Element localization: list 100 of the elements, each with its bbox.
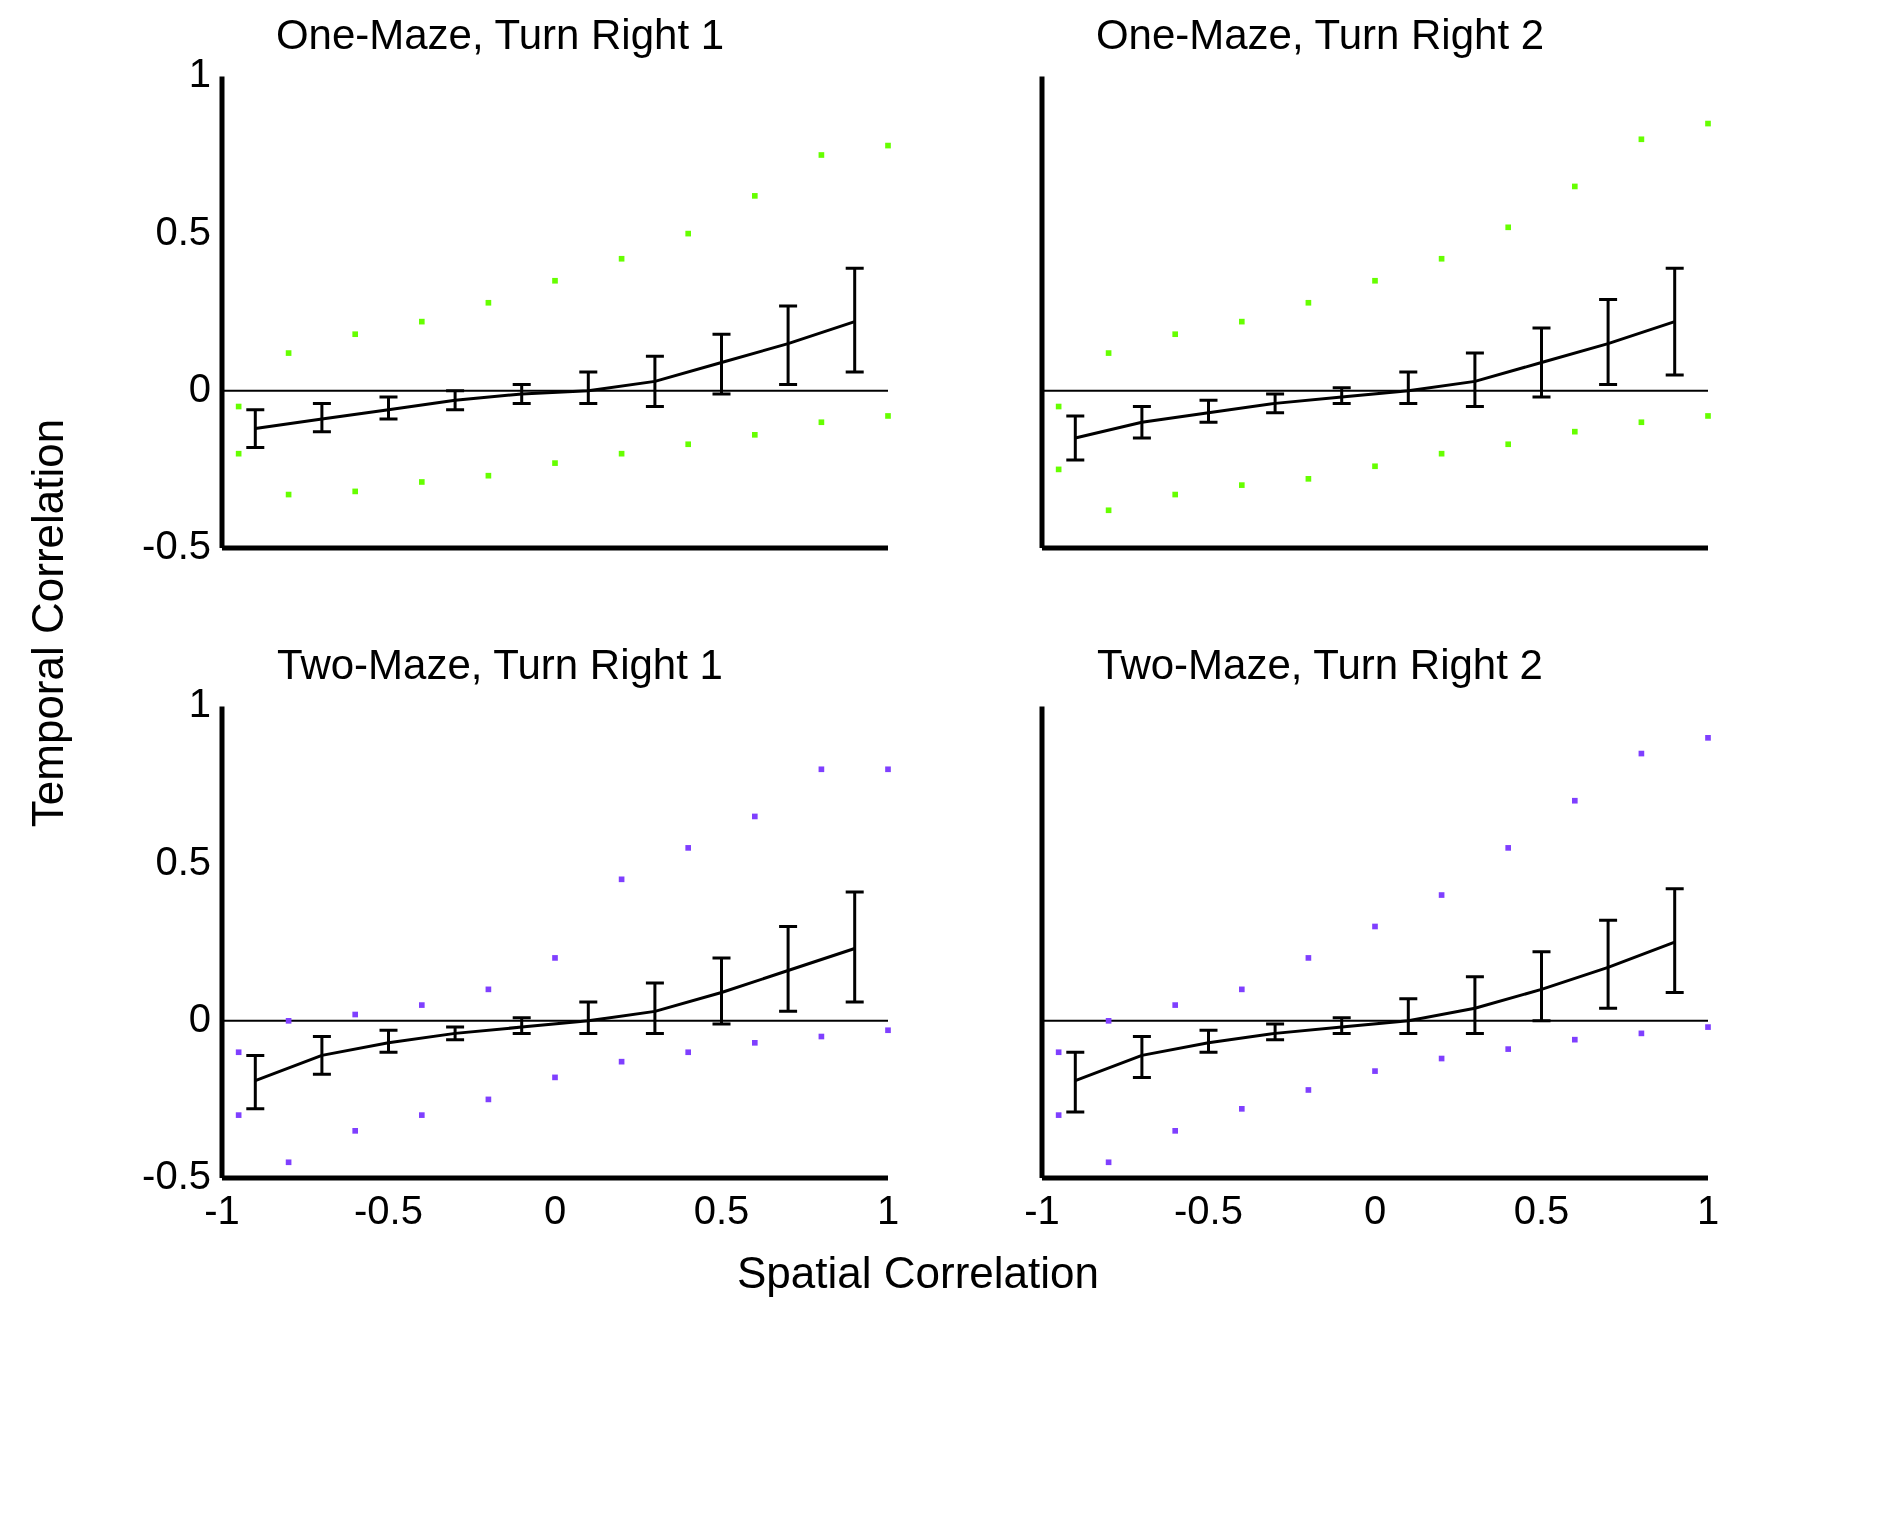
x-tick-label: -0.5 xyxy=(354,1188,423,1233)
point xyxy=(1505,441,1512,448)
point xyxy=(1638,136,1645,143)
point xyxy=(1172,1128,1179,1134)
point xyxy=(1238,986,1245,993)
point xyxy=(818,152,825,158)
chart-title: One-Maze, Turn Right 2 xyxy=(1095,10,1545,58)
point xyxy=(885,766,891,773)
x-tick-label: 1 xyxy=(1696,1188,1720,1233)
x-axis-title: Spatial Correlation xyxy=(737,1248,1099,1298)
point xyxy=(685,441,692,448)
chart-title: Two-Maze, Turn Right 1 xyxy=(277,640,723,688)
chart-title: Two-Maze, Turn Right 2 xyxy=(1097,640,1543,688)
point xyxy=(552,955,558,961)
point xyxy=(485,299,492,306)
y-tick-label: -0.5 xyxy=(142,523,211,568)
point xyxy=(885,413,891,419)
point xyxy=(1438,450,1445,457)
point xyxy=(1705,1024,1711,1030)
point xyxy=(418,1002,425,1008)
point xyxy=(885,1027,891,1034)
point xyxy=(1105,507,1112,514)
point xyxy=(418,1112,425,1118)
point xyxy=(1055,1112,1062,1118)
point xyxy=(1172,331,1179,338)
point xyxy=(1372,1068,1378,1074)
point xyxy=(1505,845,1512,851)
point xyxy=(1105,1017,1112,1024)
y-tick-label: 0.5 xyxy=(155,838,211,883)
point xyxy=(1305,955,1312,961)
point xyxy=(818,419,825,426)
point xyxy=(1105,350,1112,356)
point xyxy=(1571,428,1578,435)
point xyxy=(1372,463,1378,470)
y-tick-label: 0 xyxy=(188,995,211,1040)
y-axis-title: Temporal Correlation xyxy=(23,418,73,828)
point xyxy=(1372,923,1378,930)
point xyxy=(418,318,425,325)
point xyxy=(485,472,492,479)
chart-title: One-Maze, Turn Right 1 xyxy=(275,10,725,58)
point xyxy=(618,450,625,457)
y-tick-label: 0.5 xyxy=(155,208,211,253)
point xyxy=(552,277,558,284)
point xyxy=(1238,318,1245,325)
x-tick-label: 0.5 xyxy=(693,1188,750,1233)
point xyxy=(885,142,891,149)
point xyxy=(235,450,242,457)
point xyxy=(1705,413,1711,419)
x-tick-label: -0.5 xyxy=(1174,1188,1243,1233)
point xyxy=(235,1112,242,1118)
point xyxy=(685,230,692,237)
point xyxy=(618,1058,625,1065)
point xyxy=(1571,183,1578,190)
point xyxy=(352,488,359,495)
point xyxy=(1638,419,1645,426)
point xyxy=(418,479,425,485)
x-tick-label: -1 xyxy=(1024,1188,1060,1233)
point xyxy=(1705,735,1711,741)
point xyxy=(1238,482,1245,488)
point xyxy=(818,766,825,773)
x-tick-label: 0 xyxy=(543,1188,567,1233)
point xyxy=(352,331,359,338)
point xyxy=(235,1049,242,1056)
y-tick-label: 1 xyxy=(188,51,211,96)
point xyxy=(352,1011,359,1018)
point xyxy=(685,1049,692,1056)
point xyxy=(285,1017,292,1024)
x-tick-label: 0 xyxy=(1363,1188,1387,1233)
point xyxy=(1305,1087,1312,1093)
point xyxy=(1505,224,1512,231)
point xyxy=(552,460,558,466)
point xyxy=(1571,1036,1578,1043)
x-tick-label: 0.5 xyxy=(1513,1188,1570,1233)
point xyxy=(1172,1002,1179,1008)
y-tick-label: 0 xyxy=(188,365,211,410)
point xyxy=(751,193,758,199)
point xyxy=(618,255,625,262)
point xyxy=(352,1128,359,1134)
x-tick-label: 1 xyxy=(876,1188,900,1233)
point xyxy=(751,1039,758,1046)
point xyxy=(285,1159,292,1166)
y-tick-label: 1 xyxy=(188,681,211,726)
point xyxy=(1305,299,1312,306)
point xyxy=(1105,1159,1112,1166)
point xyxy=(1238,1106,1245,1112)
point xyxy=(1372,277,1378,284)
point xyxy=(285,350,292,356)
point xyxy=(685,845,692,851)
point xyxy=(1172,491,1179,498)
point xyxy=(552,1074,558,1081)
point xyxy=(1438,255,1445,262)
point xyxy=(1438,892,1445,898)
point xyxy=(1305,476,1312,482)
point xyxy=(1571,797,1578,804)
point xyxy=(1505,1046,1512,1052)
point xyxy=(751,431,758,438)
point xyxy=(1705,120,1711,127)
point xyxy=(618,876,625,883)
point xyxy=(751,813,758,820)
point xyxy=(1055,1049,1062,1056)
